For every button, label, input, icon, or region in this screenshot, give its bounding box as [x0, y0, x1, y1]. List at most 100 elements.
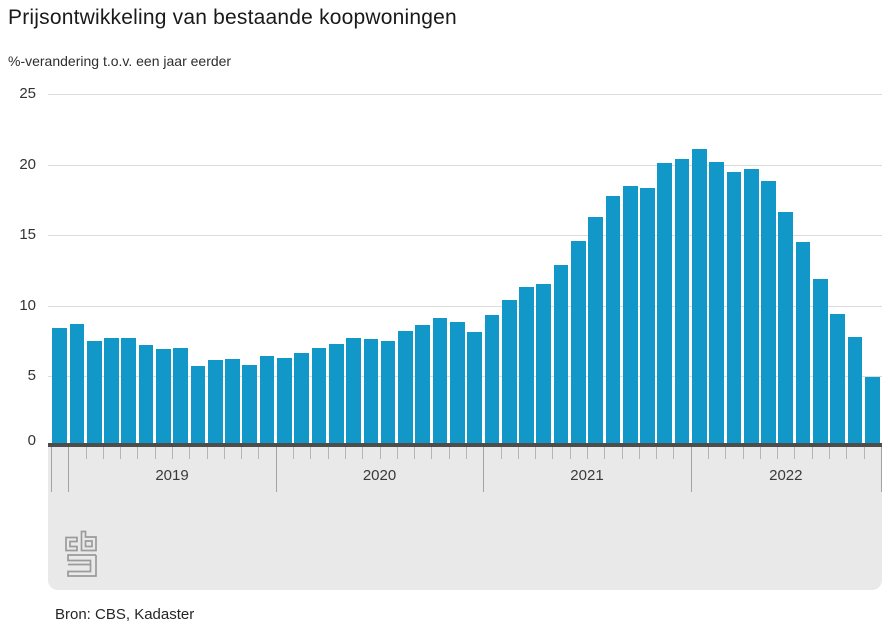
x-axis-month-tick	[569, 447, 571, 459]
bar	[398, 330, 413, 447]
bar	[778, 212, 794, 447]
x-axis-month-tick	[846, 447, 848, 459]
y-gridline	[48, 164, 882, 166]
bar	[156, 349, 171, 447]
chart-title: Prijsontwikkeling van bestaande koopwoni…	[8, 6, 457, 29]
y-axis-tick-label: 15	[19, 226, 36, 243]
bar	[795, 242, 811, 447]
x-axis-month-tick	[344, 447, 346, 459]
x-axis-month-tick	[327, 447, 329, 459]
bar	[86, 340, 102, 447]
bar	[449, 322, 465, 447]
y-gridline	[48, 235, 882, 236]
x-axis-month-tick	[102, 447, 104, 459]
x-axis-month-tick	[708, 447, 710, 459]
bar	[484, 315, 500, 447]
x-axis-month-tick	[656, 447, 658, 459]
x-axis-year-label: 2021	[570, 467, 604, 484]
x-axis-month-tick	[293, 447, 295, 459]
x-axis-month-tick	[154, 447, 156, 459]
bar	[813, 278, 828, 447]
x-axis-month-tick	[310, 447, 312, 459]
x-axis-month-tick	[794, 447, 796, 459]
x-axis-band	[48, 447, 882, 590]
bar	[259, 356, 275, 447]
y-axis-tick-label: 0	[27, 431, 36, 449]
x-axis-month-tick	[396, 447, 398, 459]
y-axis-tick-label: 5	[27, 367, 36, 384]
x-axis-year-tick	[68, 447, 70, 492]
x-axis-month-tick	[673, 447, 675, 459]
bar	[743, 168, 759, 447]
x-axis-month-tick	[137, 447, 139, 459]
bar	[709, 161, 724, 447]
bar	[346, 337, 361, 447]
x-axis-month-tick	[863, 447, 865, 459]
bar	[69, 323, 85, 447]
x-axis-month-tick	[725, 447, 727, 459]
x-axis-month-tick	[258, 447, 260, 459]
x-axis-month-tick	[517, 447, 519, 459]
x-axis-month-tick	[206, 447, 208, 459]
x-axis-year-tick	[275, 447, 277, 492]
bar	[138, 344, 154, 447]
bar	[207, 360, 223, 447]
x-axis-month-tick	[829, 447, 831, 459]
x-axis-year-tick	[483, 447, 485, 492]
bar	[571, 240, 586, 447]
x-axis-month-tick	[362, 447, 364, 459]
x-axis-month-tick	[85, 447, 87, 459]
bar	[864, 377, 880, 447]
cbs-logo	[62, 528, 100, 583]
x-axis-month-tick	[500, 447, 502, 459]
zero-axis-line	[48, 442, 882, 447]
x-axis-year-label: 2019	[155, 467, 189, 484]
x-axis-month-tick	[189, 447, 191, 459]
bar	[674, 158, 690, 447]
x-axis-year-label: 2022	[769, 467, 803, 484]
x-axis-month-tick	[552, 447, 554, 459]
x-axis-month-tick	[241, 447, 243, 459]
bar	[761, 181, 776, 447]
y-gridline	[48, 376, 882, 377]
chart-subtitle: %-verandering t.o.v. een jaar eerder	[8, 53, 232, 69]
bar	[363, 339, 379, 447]
bar	[622, 185, 638, 447]
bar	[242, 364, 258, 447]
bar	[657, 163, 673, 447]
x-axis-month-tick	[431, 447, 433, 459]
x-axis-month-tick	[120, 447, 122, 459]
x-axis-month-tick	[811, 447, 813, 459]
bar	[536, 284, 552, 447]
bar	[588, 216, 603, 447]
y-gridline	[48, 94, 882, 95]
bar	[380, 340, 396, 447]
x-axis-month-tick	[604, 447, 606, 459]
bar	[225, 359, 240, 447]
bar	[640, 188, 655, 447]
bar	[605, 195, 621, 447]
bar	[519, 287, 534, 447]
y-gridline	[48, 305, 882, 307]
x-axis-year-tick	[51, 447, 52, 492]
x-axis-month-tick	[586, 447, 588, 459]
bar	[432, 318, 448, 447]
x-axis-month-tick	[777, 447, 779, 459]
x-axis-month-tick	[742, 447, 744, 459]
x-axis-month-tick	[172, 447, 174, 459]
x-axis-month-tick	[379, 447, 381, 459]
bar	[692, 148, 707, 447]
bar	[501, 299, 517, 447]
bar	[415, 325, 431, 447]
bar	[173, 347, 189, 447]
bar	[553, 264, 569, 447]
bar	[277, 357, 292, 447]
bar	[190, 366, 206, 447]
x-axis-month-tick	[223, 447, 225, 459]
bar	[328, 343, 344, 447]
bar	[311, 347, 327, 447]
bar	[847, 336, 863, 447]
bar	[467, 332, 482, 447]
x-axis-month-tick	[535, 447, 537, 459]
